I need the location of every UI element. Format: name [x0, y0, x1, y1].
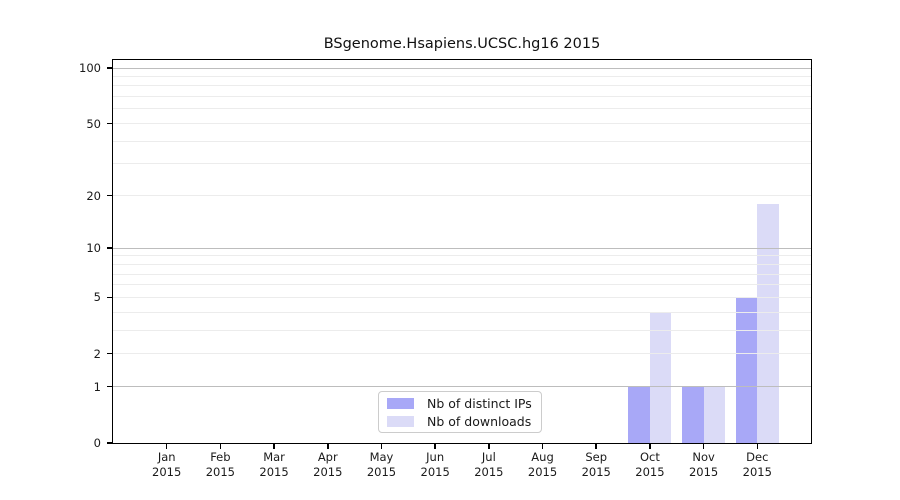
y-gridline-6 — [113, 284, 811, 286]
bar-oct-distinct-ips — [628, 386, 650, 443]
downloads-swatch — [387, 415, 414, 427]
y-tick-label-100: 100 — [79, 61, 101, 75]
x-tick-oct — [649, 444, 651, 449]
y-gridline-50 — [113, 123, 811, 125]
x-tick-nov — [702, 444, 705, 449]
y-tick-label-0: 0 — [93, 436, 101, 450]
x-tick-label-sep: Sep 2015 — [581, 450, 611, 479]
y-gridline-9 — [113, 255, 811, 257]
y-tick-label-10: 10 — [86, 241, 101, 256]
x-tick-label-jan: Jan 2015 — [152, 450, 182, 479]
legend-label-downloads: Nb of downloads — [427, 413, 532, 429]
y-tick-label-5: 5 — [93, 290, 101, 305]
y-gridline-70 — [113, 96, 811, 98]
x-tick-label-mar: Mar 2015 — [259, 450, 289, 479]
y-tick-100 — [107, 67, 112, 69]
x-tick-apr — [327, 444, 329, 449]
x-tick-aug — [541, 444, 544, 449]
y-gridline-5 — [113, 296, 811, 298]
x-tick-jul — [488, 444, 490, 449]
y-gridline-90 — [113, 75, 811, 77]
y-tick-10 — [107, 247, 112, 249]
x-tick-mar — [273, 444, 275, 449]
bars-layer — [113, 60, 811, 443]
y-tick-label-2: 2 — [93, 346, 101, 361]
y-gridline-2 — [113, 353, 811, 355]
y-tick-label-1: 1 — [93, 379, 101, 394]
bar-dec-distinct-ips — [735, 297, 758, 443]
y-gridline-7 — [113, 273, 811, 275]
x-tick-label-nov: Nov 2015 — [688, 450, 719, 479]
y-gridline-20 — [113, 195, 811, 197]
x-tick-feb — [219, 444, 222, 449]
x-tick-label-apr: Apr 2015 — [313, 450, 343, 479]
grid-layer — [113, 60, 811, 443]
chart-title: BSgenome.Hsapiens.UCSC.hg16 2015 — [323, 36, 601, 52]
x-tick-sep — [595, 444, 597, 449]
plot-area — [112, 59, 812, 444]
x-tick-may — [380, 444, 383, 449]
y-tick-label-20: 20 — [86, 188, 101, 203]
bar-oct-downloads — [649, 312, 672, 443]
x-tick-dec — [756, 444, 759, 449]
x-tick-jun — [434, 444, 436, 449]
y-tick-5 — [107, 296, 112, 299]
y-gridline-4 — [113, 311, 811, 313]
y-tick-0 — [107, 442, 112, 444]
bar-dec-downloads — [757, 203, 779, 443]
y-gridline-60 — [113, 108, 811, 110]
y-gridline-10 — [113, 247, 811, 249]
y-gridline-40 — [113, 140, 811, 142]
y-gridline-8 — [113, 263, 811, 265]
y-gridline-80 — [113, 85, 811, 87]
legend-row-distinct-ips: Nb of distinct IPs — [387, 397, 533, 410]
distinct-ips-swatch — [387, 397, 414, 409]
y-tick-label-50: 50 — [86, 116, 101, 131]
x-tick-jan — [165, 444, 168, 449]
bar-nov-downloads — [703, 386, 726, 443]
legend-label-distinct-ips: Nb of distinct IPs — [427, 395, 532, 411]
x-tick-label-feb: Feb 2015 — [205, 450, 236, 479]
y-tick-50 — [107, 122, 112, 125]
y-tick-1 — [107, 385, 112, 388]
x-tick-label-oct: Oct 2015 — [635, 450, 665, 479]
legend-row-downloads: Nb of downloads — [387, 415, 533, 428]
x-tick-label-aug: Aug 2015 — [527, 450, 558, 479]
bar-nov-distinct-ips — [682, 386, 704, 443]
legend: Nb of distinct IPs Nb of downloads — [378, 391, 542, 433]
y-gridline-100 — [113, 67, 811, 69]
x-tick-label-jun: Jun 2015 — [420, 450, 450, 479]
x-tick-label-jul: Jul 2015 — [474, 450, 504, 479]
y-gridline-1 — [113, 386, 811, 388]
y-gridline-30 — [113, 163, 811, 165]
x-tick-label-dec: Dec 2015 — [742, 450, 772, 479]
y-tick-2 — [107, 352, 112, 355]
y-tick-20 — [107, 194, 112, 197]
x-tick-label-may: May 2015 — [366, 450, 397, 479]
y-gridline-3 — [113, 329, 811, 331]
